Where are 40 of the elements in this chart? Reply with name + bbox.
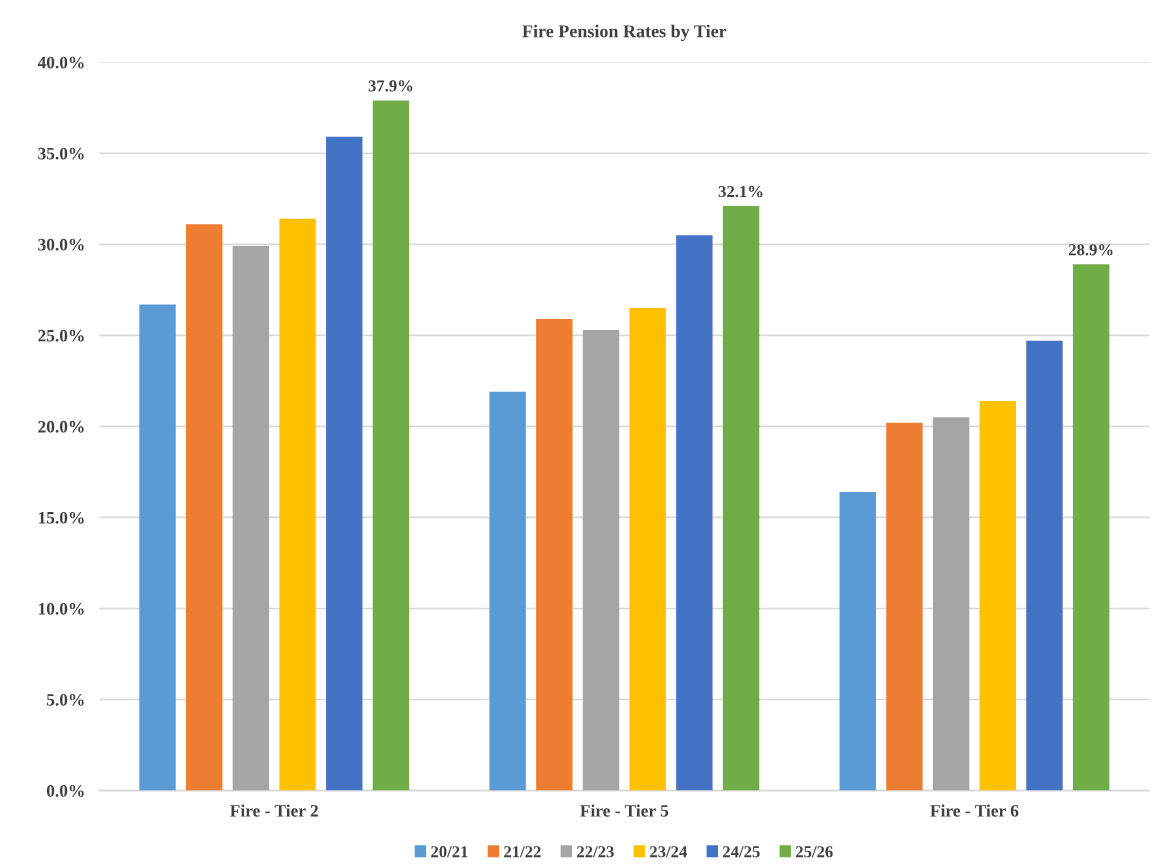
bar [536, 318, 573, 791]
y-tick-label: 20.0% [38, 420, 84, 433]
bar [489, 391, 526, 791]
legend-label: 24/25 [723, 846, 760, 858]
y-tick-label: 30.0% [38, 238, 84, 251]
y-tick-label: 0.0% [46, 785, 84, 797]
bar [1072, 264, 1110, 791]
legend-label: 21/22 [504, 846, 541, 858]
bar [372, 100, 410, 791]
data-label: 28.9% [1068, 244, 1113, 256]
legend-label: 23/24 [650, 846, 687, 858]
bar [979, 400, 1016, 791]
y-tick-label: 5.0% [46, 693, 84, 706]
legend-label: 20/21 [431, 846, 468, 858]
bar [722, 206, 760, 791]
y-tick-label: 35.0% [38, 147, 84, 160]
y-tick-label: 40.0% [37, 56, 84, 69]
chart-title: Fire Pension Rates by Tier [522, 24, 727, 42]
bar [279, 218, 316, 791]
y-tick-label: 15.0% [38, 511, 84, 524]
legend-label: 22/23 [577, 846, 614, 858]
bar [232, 246, 270, 791]
bar [326, 136, 363, 791]
bar [139, 304, 176, 791]
bar [1026, 340, 1063, 791]
x-tick-label: Fire - Tier 6 [930, 804, 1019, 817]
x-tick-label: Fire - Tier 5 [580, 804, 669, 817]
bar [186, 224, 223, 791]
bar [629, 308, 666, 791]
data-label: 32.1% [718, 185, 763, 198]
data-label: 37.9% [368, 80, 413, 92]
bar [839, 491, 876, 791]
legend-label: 25/26 [795, 846, 833, 858]
y-tick-label: 10.0% [38, 602, 84, 615]
x-tick-label: Fire - Tier 2 [230, 804, 318, 817]
bar [676, 235, 713, 791]
bar [886, 422, 923, 791]
bar [582, 329, 620, 791]
y-tick-label: 25.0% [38, 329, 84, 342]
bar [932, 417, 970, 791]
